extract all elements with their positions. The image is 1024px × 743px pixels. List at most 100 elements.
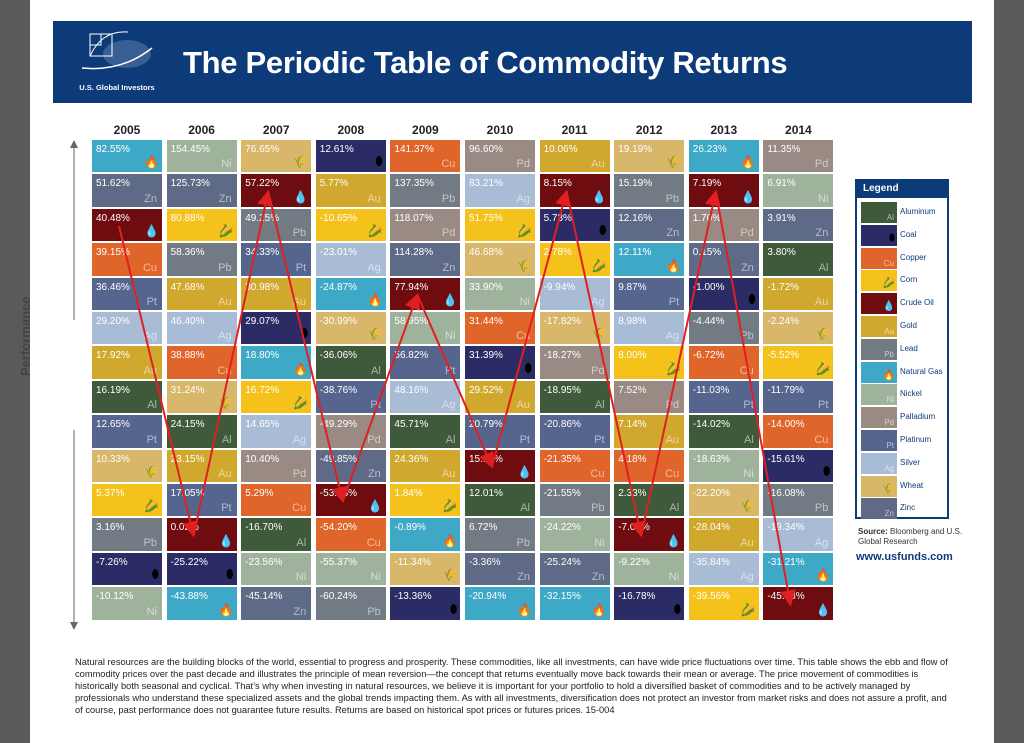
oil-drop-icon: 💧 (293, 189, 309, 204)
element-symbol: Ag (740, 571, 754, 584)
cell-2014-platinum: -11.79% Pt (763, 380, 834, 415)
cell-2011-aluminum: -18.95% Al (539, 380, 610, 415)
coal-icon: ⬮ (151, 567, 159, 582)
element-symbol: Cu (366, 536, 381, 549)
cell-2007-wheat: 76.65% 🌾 (241, 140, 312, 174)
cell-2011-lead: -21.55% Pb (539, 484, 610, 518)
wheat-icon: 🌾 (815, 327, 831, 342)
page-title: The Periodic Table of Commodity Returns (183, 45, 788, 80)
element-symbol: Cu (441, 158, 456, 171)
return-value: 141.37% (394, 144, 434, 155)
return-value: 31.24% (170, 384, 205, 396)
legend-label: Silver (900, 457, 921, 467)
element-symbol: Ag (591, 295, 605, 308)
element-symbol: Zn (815, 227, 829, 240)
cell-2013-silver: -35.84% Ag (688, 552, 759, 587)
element-symbol: Ag (665, 330, 680, 343)
element-symbol: Au (292, 295, 307, 308)
coal-icon: ⬮ (673, 601, 682, 616)
cell-2011-palladium: -18.27% Pd (539, 346, 610, 380)
source-note: Source: Bloomberg and U.S. Global Resear… (858, 527, 968, 547)
return-value: -35.84% (692, 556, 731, 568)
corn-icon: 🌽 (882, 278, 895, 290)
cell-2014-copper: -14.00% Cu (763, 415, 834, 449)
return-value: -5.52% (767, 350, 800, 362)
cell-2009-gold: 24.36% Au (390, 449, 461, 483)
cell-2009-silver: 48.16% Ag (390, 380, 461, 415)
element-symbol: Ni (519, 295, 530, 308)
return-value: -15.61% (767, 453, 805, 465)
cell-2012-aluminum: 2.33% Al (614, 484, 685, 518)
footnote-text: Natural resources are the building block… (75, 657, 948, 715)
element-symbol: Pt (146, 433, 157, 446)
element-symbol: Zn (884, 509, 894, 519)
flame-icon: 🔥 (815, 568, 831, 583)
return-value: 46.68% (469, 247, 503, 259)
element-symbol: Pt (370, 399, 381, 412)
element-symbol: Pd (591, 364, 605, 377)
cell-2005-zinc: 51.62% Zn (92, 174, 162, 208)
return-value: 24.15% (170, 419, 205, 431)
element-symbol: Au (516, 399, 530, 412)
element-symbol: Al (744, 433, 754, 446)
globe-logo-icon (81, 31, 153, 70)
return-value: 2.33% (618, 488, 647, 499)
cell-2014-zinc: 3.91% Zn (763, 208, 834, 243)
return-value: -24.87% (319, 281, 358, 293)
coal-icon: ⬮ (375, 154, 383, 169)
cell-2013-gold: -28.04% Au (688, 518, 759, 552)
return-value: 57.22% (245, 178, 280, 190)
element-symbol: Cu (292, 502, 307, 515)
element-symbol: Ni (146, 605, 157, 618)
oil-drop-icon: 💧 (815, 602, 831, 617)
oil-drop-icon: 💧 (740, 189, 756, 204)
return-value: 46.40% (170, 316, 205, 327)
element-symbol: Pb (814, 502, 829, 515)
legend-label: Zinc (900, 503, 916, 513)
legend-swatch: Ni (861, 384, 897, 406)
oil-drop-icon: 💧 (591, 189, 607, 204)
legend-label: Copper (900, 252, 927, 262)
return-value: 23.15% (170, 453, 205, 465)
cell-2012-coal: -16.78% ⬮ (614, 587, 685, 621)
cell-2005-lead: 3.16% Pb (92, 518, 162, 552)
element-symbol: Pb (441, 192, 456, 205)
cell-2005-platinum: 36.46% Pt (92, 277, 162, 311)
cell-2007-gold: 30.98% Au (241, 277, 312, 311)
wheat-icon: 🌾 (367, 327, 383, 342)
cell-2006-zinc: 125.73% Zn (166, 174, 237, 208)
flame-icon: 🔥 (517, 602, 532, 617)
page: U.S. Global Investors The Periodic Table… (18, 0, 994, 743)
element-symbol: Al (520, 502, 530, 515)
legend-swatch: Cu (861, 247, 897, 269)
element-symbol: Cu (515, 330, 530, 343)
return-value: 38.88% (170, 350, 205, 362)
return-value: 39.15% (96, 247, 130, 259)
element-symbol: Au (665, 433, 680, 446)
element-symbol: Cu (217, 364, 232, 377)
cell-2005-silver: 29.20% Ag (92, 312, 162, 346)
year-label-2010: 2010 (486, 123, 514, 137)
cell-2007-platinum: 34.33% Pt (241, 243, 312, 277)
legend-swatch: Zn (861, 498, 897, 520)
cell-2009-aluminum: 45.71% Al (390, 415, 461, 449)
cell-2012-wheat: 19.19% 🌾 (614, 140, 685, 174)
coal-icon: ⬮ (226, 567, 234, 582)
website-link[interactable]: www.usfunds.com (856, 551, 953, 563)
return-value: 80.88% (170, 212, 205, 224)
return-value: 1.84% (394, 488, 423, 499)
return-value: 45.71% (394, 419, 429, 431)
cell-2010-zinc: -3.36% Zn (465, 552, 535, 587)
return-value: 17.92% (96, 350, 130, 362)
element-symbol: Au (218, 295, 232, 308)
return-value: 8.98% (618, 316, 647, 327)
logo-text: U.S. Global Investors (79, 83, 155, 92)
corn-icon: 🌽 (218, 224, 234, 239)
return-value: 36.46% (96, 281, 130, 293)
element-symbol: Ni (445, 330, 456, 343)
cell-2008-gold: 5.77% Au (315, 174, 386, 208)
cell-2011-corn: 2.78% 🌽 (539, 243, 610, 277)
cell-2012-zinc: 12.16% Zn (614, 208, 685, 243)
cell-2010-gold: 29.52% Au (465, 380, 535, 415)
return-value: 12.01% (469, 488, 503, 499)
